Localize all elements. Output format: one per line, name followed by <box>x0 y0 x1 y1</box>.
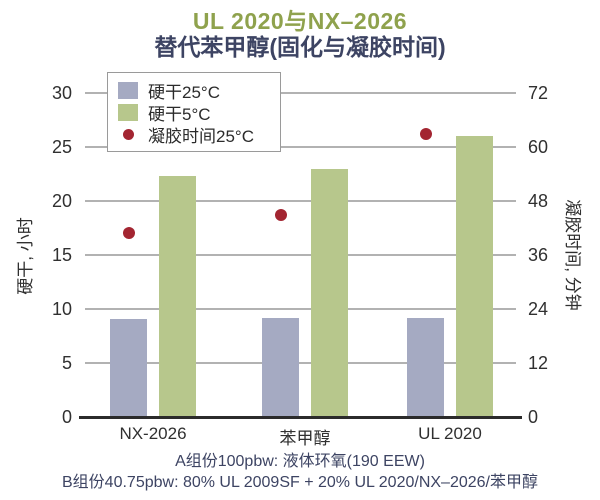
left-axis-tick-label: 10 <box>51 299 72 319</box>
gridline <box>85 146 516 148</box>
legend-label: 硬干5°C <box>148 104 211 124</box>
right-axis-tick-label: 0 <box>528 407 539 427</box>
bar-dry-hard-5c <box>159 176 196 417</box>
category-label: UL 2020 <box>418 424 482 443</box>
footer-note-component-b: B组份40.75pbw: 80% UL 2009SF + 20% UL 2020… <box>62 474 538 491</box>
right-axis-tick-label: 36 <box>528 245 549 265</box>
left-axis-tick-label: 20 <box>51 191 72 211</box>
right-axis-tick-label: 12 <box>528 353 549 373</box>
dry-hard-5c-swatch-icon <box>118 103 138 121</box>
bar-dry-hard-25c <box>110 318 147 417</box>
bar-dry-hard-25c <box>407 317 444 417</box>
legend: 硬干25°C 硬干5°C 凝胶时间25°C <box>107 72 281 152</box>
category-label: 苯甲醇 <box>279 429 331 448</box>
right-axis-tick-label: 24 <box>528 299 549 319</box>
bar-dry-hard-5c <box>311 168 348 417</box>
chart-subtitle: 替代苯甲醇(固化与凝胶时间) <box>154 34 446 60</box>
legend-item-gel-time-25c: 凝胶时间25°C <box>118 123 270 146</box>
gel-time-dot-icon <box>123 128 134 140</box>
footer-note-component-a: A组份100pbw: 液体环氧(190 EEW) <box>175 453 425 470</box>
left-axis-tick-label: 30 <box>51 83 72 103</box>
left-axis-tick-label: 0 <box>61 407 72 427</box>
gridline <box>85 308 516 310</box>
left-axis-title: 硬干, 小时 <box>16 217 35 295</box>
right-axis-tick-label: 72 <box>528 83 549 103</box>
gel-time-point <box>122 226 135 239</box>
gel-time-point <box>419 127 432 140</box>
left-axis-tick-label: 15 <box>51 245 72 265</box>
gridline <box>85 254 516 256</box>
chart-title: UL 2020与NX–2026 <box>192 8 408 34</box>
legend-item-dry-hard-5c: 硬干5°C <box>118 101 270 124</box>
legend-item-dry-hard-25c: 硬干25°C <box>118 79 270 102</box>
category-label: NX-2026 <box>119 424 187 443</box>
right-axis-title: 凝胶时间, 分钟 <box>563 199 582 311</box>
gel-time-point <box>274 208 287 221</box>
right-axis-tick-label: 48 <box>528 191 549 211</box>
legend-label: 硬干25°C <box>148 82 220 102</box>
bar-dry-hard-25c <box>262 317 299 417</box>
gridline <box>85 362 516 364</box>
dry-hard-25c-swatch-icon <box>118 81 138 99</box>
left-axis-tick-label: 5 <box>61 353 72 373</box>
right-axis-tick-label: 60 <box>528 137 549 157</box>
legend-label: 凝胶时间25°C <box>148 126 254 146</box>
left-axis-tick-label: 25 <box>51 137 72 157</box>
bar-dry-hard-5c <box>456 136 493 417</box>
gridline <box>85 200 516 202</box>
gridline <box>85 92 516 94</box>
x-axis-line <box>79 416 522 419</box>
